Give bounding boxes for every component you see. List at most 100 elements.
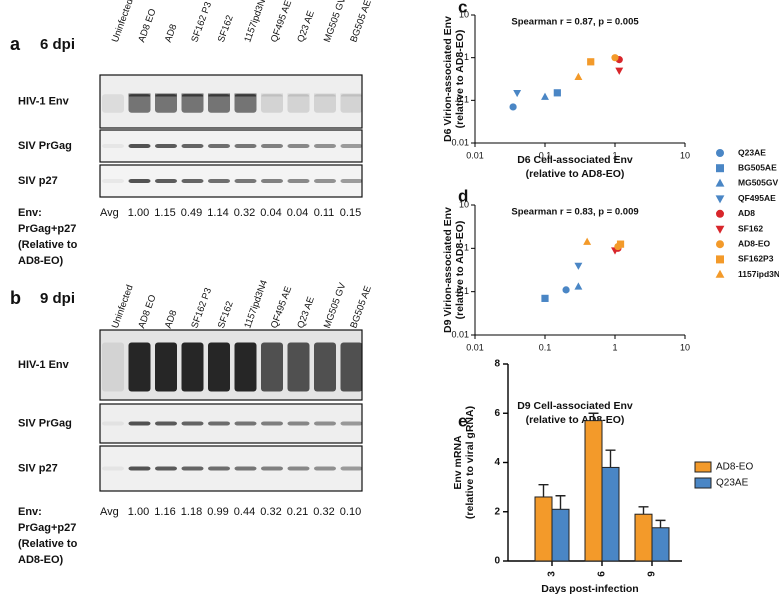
blot-band: [102, 94, 124, 113]
error-bar: [588, 412, 599, 421]
y-tick-label: 1: [464, 52, 469, 62]
avg-value: 0.99: [207, 506, 228, 518]
blot-band: [155, 93, 177, 97]
blot-band: [208, 342, 230, 392]
avg-value: 0.15: [340, 207, 361, 219]
legend-label: SF162P3: [738, 254, 774, 264]
y-tick-label: 1: [464, 243, 469, 253]
blot-band: [287, 94, 310, 113]
y-axis-label: Env mRNA: [452, 435, 464, 490]
row-label: HIV-1 Env: [18, 359, 70, 371]
x-tick-label: 3: [547, 571, 558, 577]
lane-label: AD8 EO: [136, 293, 158, 330]
blot-band: [208, 94, 230, 113]
x-axis-label: (relative to AD8-EO): [526, 168, 625, 180]
avg-value: 0.11: [314, 207, 335, 219]
bar: [651, 527, 670, 562]
blot-band: [261, 93, 283, 97]
blot-band: [314, 94, 336, 113]
error-bar: [638, 506, 649, 515]
blot-band: [155, 144, 177, 148]
blot-band: [261, 421, 283, 426]
panel-letter: c: [458, 0, 467, 16]
blot-band: [234, 421, 257, 426]
x-tick-label: 0.1: [539, 150, 552, 160]
y-tick-label: 0.01: [451, 137, 469, 147]
scatter-point: [553, 89, 561, 97]
blot-band: [208, 421, 230, 426]
lane-label: SF162: [216, 14, 236, 44]
lane-label: BG505 AE: [348, 0, 374, 44]
x-axis-label: (relative to AD8-EO): [526, 414, 625, 426]
scatter-point: [562, 286, 570, 294]
avg-value: 0.32: [260, 506, 281, 518]
blot-band: [261, 94, 283, 113]
y-tick-label: 10: [459, 9, 469, 19]
lane-label: MG505 GV: [322, 281, 349, 330]
blot-band: [181, 466, 204, 471]
lane-label: AD8: [163, 23, 180, 44]
blot-band: [261, 179, 283, 183]
avg-value: 0.49: [181, 207, 202, 219]
legend-marker: [716, 164, 724, 173]
avg-value: 1.00: [128, 207, 149, 219]
legend-marker: [715, 195, 725, 204]
blot-band: [314, 144, 336, 148]
lane-label: SF162 P3: [189, 0, 214, 43]
blot-band: [340, 94, 363, 113]
blot-band: [234, 179, 257, 183]
blot-background: [99, 445, 363, 492]
avg-value: 0.04: [287, 207, 308, 219]
lane-label: Q23 AE: [295, 295, 317, 330]
y-tick-label: 10: [459, 199, 469, 209]
scatter-point: [616, 240, 625, 248]
x-tick-label: 10: [680, 150, 690, 160]
x-axis-label: D9 Cell-associated Env: [517, 400, 633, 412]
note-line: (Relative to: [18, 239, 78, 251]
y-tick-label: 0.1: [456, 95, 469, 105]
legend-label: Q23AE: [738, 147, 766, 157]
avg-label: Avg: [100, 207, 119, 219]
blot-band: [208, 93, 230, 97]
lane-label: Uninfected: [110, 283, 136, 329]
avg-value: 0.44: [234, 506, 255, 518]
avg-value: 0.21: [287, 506, 308, 518]
y-axis-label: D6 Virion-associated Env: [442, 16, 454, 142]
blot-band: [314, 93, 336, 97]
x-tick-label: 0.1: [539, 342, 552, 352]
blot-band: [340, 466, 363, 471]
y-axis-label: (relative to viral gRNA): [464, 406, 476, 519]
blot-band: [181, 144, 204, 148]
bar: [551, 508, 570, 562]
y-axis-label: D9 Virion-associated Env: [442, 207, 454, 333]
legend-marker: [716, 255, 724, 264]
legend-label: 1157ipd3N4: [738, 269, 779, 279]
blot-band: [155, 421, 177, 426]
legend-marker: [715, 225, 725, 234]
x-tick-label: 1: [612, 150, 617, 160]
blot-band: [155, 466, 177, 471]
blot-band: [208, 144, 230, 148]
row-label: SIV PrGag: [18, 417, 72, 429]
blot-band: [314, 179, 336, 183]
blot-band: [208, 466, 230, 471]
legend-swatch: [694, 477, 712, 489]
legend-label: AD8-EO: [738, 238, 771, 248]
blot-band: [128, 179, 151, 183]
blot-band: [261, 466, 283, 471]
x-tick-label: 0.01: [466, 150, 484, 160]
legend-marker: [716, 149, 724, 157]
legend-label: SF162: [738, 223, 763, 233]
blot-band: [314, 466, 336, 471]
legend-label: AD8-EO: [716, 462, 753, 473]
blot-band: [102, 421, 124, 426]
panel-letter: a: [10, 34, 21, 54]
x-axis-label: Days post-infection: [541, 583, 638, 595]
scatter-point: [509, 103, 517, 111]
note-line: AD8-EO): [18, 255, 64, 267]
blot-band: [261, 144, 283, 148]
lane-label: 1157ipd3N4: [242, 279, 270, 330]
row-label: SIV p27: [18, 175, 58, 187]
blot-band: [181, 93, 204, 97]
note-line: (Relative to: [18, 538, 78, 550]
